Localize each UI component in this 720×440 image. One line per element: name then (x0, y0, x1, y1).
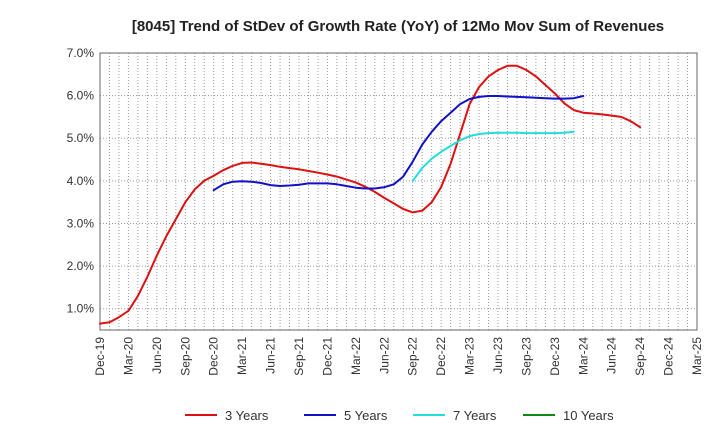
x-tick-label: Sep-24 (633, 337, 647, 376)
x-tick-label: Jun-23 (491, 337, 505, 374)
y-tick-label: 7.0% (67, 46, 95, 60)
x-tick-label: Sep-22 (406, 337, 420, 376)
x-tick-label: Mar-25 (690, 337, 704, 375)
x-tick-label: Mar-23 (463, 337, 477, 375)
x-tick-label: Dec-22 (434, 337, 448, 376)
x-tick-label: Jun-22 (377, 337, 391, 374)
y-axis: 1.0% 2.0% 3.0% 4.0% 5.0% 6.0% 7.0% (67, 46, 95, 316)
chart-title: [8045] Trend of StDev of Growth Rate (Yo… (132, 18, 664, 35)
y-tick-label: 1.0% (67, 302, 95, 316)
x-axis: Dec-19 Mar-20 Jun-20 Sep-20 Dec-20 Mar-21 Jun-… (93, 337, 704, 376)
legend: 3 Years 5 Years 7 Years 10 Years (185, 408, 614, 423)
x-tick-label: Mar-24 (576, 337, 590, 375)
legend-label: 7 Years (453, 408, 497, 423)
plot-frame (99, 52, 698, 331)
x-tick-label: Dec-24 (662, 337, 676, 376)
x-tick-label: Jun-24 (605, 337, 619, 374)
series-line-7-years (411, 130, 575, 182)
x-tick-label: Jun-21 (264, 337, 278, 374)
y-tick-label: 5.0% (67, 131, 95, 145)
x-tick-label: Sep-23 (519, 337, 533, 376)
x-tick-label: Mar-21 (235, 337, 249, 375)
y-tick-label: 6.0% (67, 89, 95, 103)
x-tick-label: Sep-21 (292, 337, 306, 376)
legend-label: 3 Years (225, 408, 269, 423)
x-tick-label: Dec-20 (207, 337, 221, 376)
series-line-5-years (212, 95, 585, 192)
y-tick-label: 3.0% (67, 216, 95, 230)
legend-label: 5 Years (344, 408, 388, 423)
x-tick-label: Dec-23 (548, 337, 562, 376)
x-tick-label: Jun-20 (150, 337, 164, 374)
series-line-3-years (99, 64, 642, 325)
legend-label: 10 Years (563, 408, 614, 423)
x-tick-label: Sep-20 (178, 337, 192, 376)
y-tick-label: 4.0% (67, 174, 95, 188)
y-tick-label: 2.0% (67, 259, 95, 273)
x-tick-label: Mar-22 (349, 337, 363, 375)
x-tick-label: Mar-20 (121, 337, 135, 375)
grid (100, 52, 697, 330)
series-layer (99, 64, 642, 325)
x-tick-label: Dec-21 (320, 337, 334, 376)
x-tick-label: Dec-19 (93, 337, 107, 376)
